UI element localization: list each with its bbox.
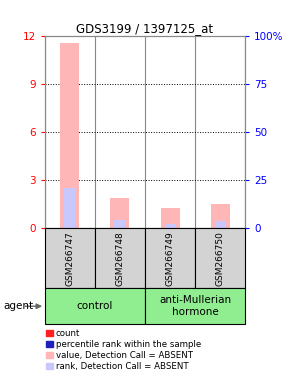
Bar xyxy=(215,221,226,228)
Bar xyxy=(45,228,95,288)
Text: GSM266748: GSM266748 xyxy=(115,231,124,286)
Text: GSM266750: GSM266750 xyxy=(215,231,224,286)
Text: control: control xyxy=(77,301,113,311)
Bar xyxy=(145,288,245,324)
Bar xyxy=(64,188,75,228)
Bar xyxy=(145,228,195,288)
Text: anti-Mullerian
hormone: anti-Mullerian hormone xyxy=(159,295,231,317)
Title: GDS3199 / 1397125_at: GDS3199 / 1397125_at xyxy=(77,22,213,35)
Bar xyxy=(115,220,126,228)
Bar xyxy=(195,228,245,288)
Text: GSM266747: GSM266747 xyxy=(66,231,75,286)
Bar xyxy=(160,208,180,228)
Bar xyxy=(45,288,145,324)
Legend: count, percentile rank within the sample, value, Detection Call = ABSENT, rank, : count, percentile rank within the sample… xyxy=(46,329,201,371)
Text: agent: agent xyxy=(3,301,33,311)
Bar xyxy=(110,198,130,228)
Bar xyxy=(211,204,230,228)
Bar xyxy=(95,228,145,288)
Bar xyxy=(60,43,79,228)
Bar xyxy=(164,224,175,228)
Text: GSM266749: GSM266749 xyxy=(166,231,175,286)
